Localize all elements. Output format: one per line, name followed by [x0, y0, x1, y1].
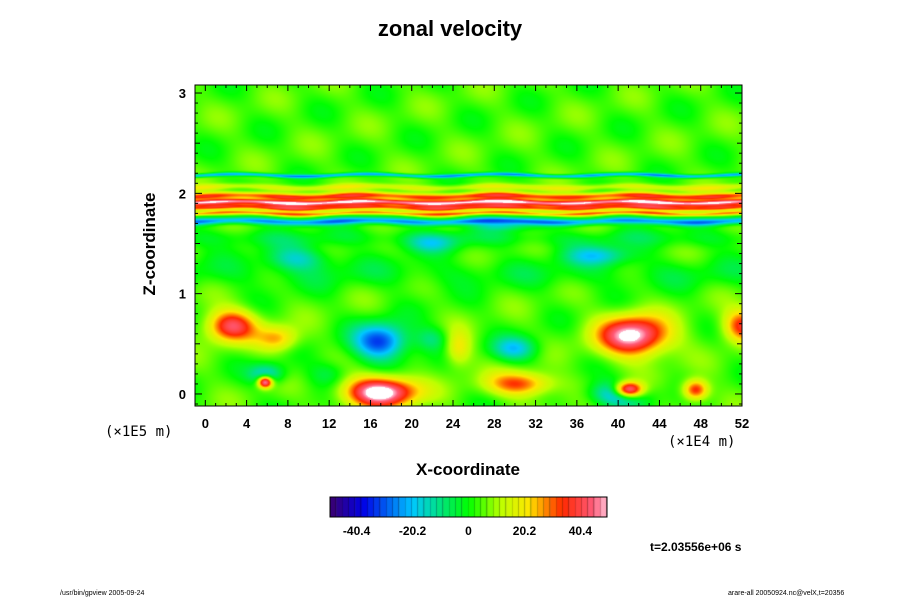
colorbar-tick-label: 20.2 [513, 524, 537, 538]
x-tick-label: 12 [322, 416, 336, 431]
time-label: t=2.03556e+06 s [650, 540, 742, 554]
x-tick-label: 52 [735, 416, 749, 431]
x-tick-label: 40 [611, 416, 625, 431]
y-tick-label: 3 [179, 86, 186, 101]
x-tick-label: 24 [446, 416, 461, 431]
heatmap-field [195, 85, 742, 406]
x-tick-label: 36 [570, 416, 584, 431]
x-scale-note: (×1E4 m) [668, 434, 736, 450]
x-tick-label: 44 [652, 416, 667, 431]
x-tick-label: 8 [284, 416, 291, 431]
plot-frame [194, 84, 743, 407]
y-tick-label: 1 [179, 287, 186, 302]
colorbar-tick-label: -20.2 [399, 524, 427, 538]
x-tick-label: 48 [693, 416, 707, 431]
y-axis: 0 1 2 3 [179, 86, 742, 405]
colorbar-tick-label: -40.4 [343, 524, 371, 538]
colorbar-ticks: -40.4 -20.2 0 20.2 40.4 [343, 524, 592, 538]
colorbar-tick-label: 40.4 [569, 524, 593, 538]
y-tick-label: 0 [179, 387, 186, 402]
x-tick-label: 28 [487, 416, 501, 431]
footer-left: /usr/bin/gpview 2005-09-24 [60, 590, 145, 597]
x-axis: 0 4 8 12 16 20 24 28 32 36 40 44 48 52 [202, 85, 749, 431]
colorbar-tick-label: 0 [465, 524, 472, 538]
x-tick-label: 16 [363, 416, 377, 431]
footer-right: arare-all 20050924.nc@velX,t=20356 [728, 590, 845, 597]
y-tick-label: 2 [179, 186, 186, 201]
y-scale-note: (×1E5 m) [105, 424, 173, 440]
x-tick-label: 4 [243, 416, 251, 431]
x-tick-label: 32 [528, 416, 542, 431]
x-tick-label: 0 [202, 416, 209, 431]
colorbar-frame [329, 496, 608, 518]
x-tick-label: 20 [405, 416, 419, 431]
x-axis-label: X-coordinate [416, 460, 520, 479]
chart-title: zonal velocity [377, 16, 523, 41]
colorbar [330, 497, 607, 517]
